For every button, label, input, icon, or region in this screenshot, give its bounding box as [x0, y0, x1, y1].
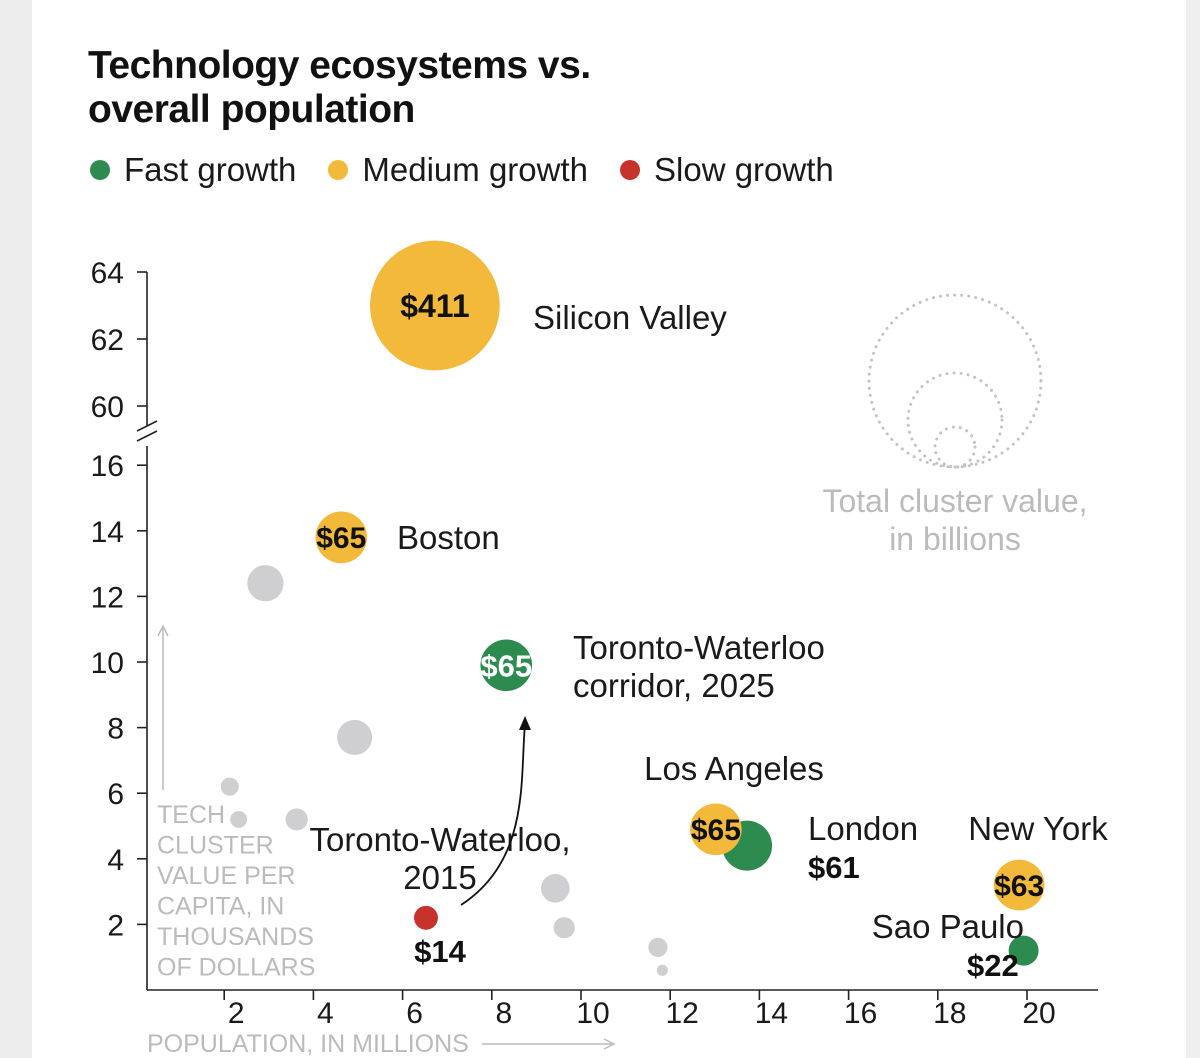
size-legend-title-line2: in billions [889, 521, 1021, 557]
chart-title: Technology ecosystems vs. overall popula… [88, 44, 591, 131]
right-margin-strip [1186, 0, 1200, 1058]
y-axis-title-line: VALUE PER [157, 862, 295, 890]
x-tick-label: 18 [933, 997, 966, 1030]
other-city-bubble [541, 874, 570, 903]
legend-dot-medium-growth [328, 160, 349, 180]
x-tick-label: 2 [228, 997, 245, 1030]
bubble-silicon-valley [370, 240, 500, 371]
city-label-toronto-2015-line2: 2015 [403, 859, 476, 896]
y-tick-label: 4 [107, 844, 124, 877]
bubble-value-label: $65 [691, 814, 741, 847]
toronto-growth-arrowhead [519, 716, 531, 730]
bubble-value-label: $14 [414, 934, 466, 969]
y-tick-label: 12 [91, 581, 124, 614]
y-tick-label: 60 [91, 391, 124, 424]
other-city-bubble [247, 565, 284, 602]
y-tick-label: 8 [107, 713, 124, 746]
legend-label-fast-growth: Fast growth [124, 151, 297, 188]
other-city-bubble [656, 964, 668, 976]
bubble-new-york [993, 859, 1045, 911]
legend-label-medium-growth: Medium growth [362, 151, 588, 188]
bubble-toronto-waterloo-corridor-2025 [480, 639, 533, 692]
x-tick-label: 10 [576, 997, 609, 1030]
y-tick-label: 2 [107, 909, 124, 942]
bubble-value-label: $61 [808, 850, 860, 885]
other-city-bubble [648, 937, 668, 957]
x-axis-title: POPULATION, IN MILLIONS [147, 1030, 469, 1058]
city-label-toronto-2025-line1: Toronto-Waterloo [573, 629, 825, 666]
x-tick-label: 4 [317, 997, 334, 1030]
other-city-bubble [337, 719, 373, 755]
bubble-value-label: $411 [400, 288, 469, 324]
y-axis-title-line: OF DOLLARS [157, 954, 315, 982]
y-tick-label: 6 [107, 778, 124, 811]
y-axis-title-line: CAPITA, IN [157, 893, 284, 921]
size-legend-title-line1: Total cluster value, [822, 483, 1087, 519]
x-tick-label: 12 [666, 997, 699, 1030]
y-axis-direction-arrowhead [157, 624, 169, 637]
y-tick-label: 14 [91, 516, 124, 549]
toronto-growth-arrow [460, 723, 526, 906]
bubble-value-label: $63 [994, 870, 1044, 903]
legend-item-slow-growth: Slow growth [620, 151, 834, 189]
legend-dot-slow-growth [620, 160, 640, 180]
city-label-los-angeles: Los Angeles [644, 750, 824, 787]
y-tick-label: 16 [91, 450, 124, 483]
size-legend-circle [906, 371, 1004, 469]
left-margin-strip [0, 0, 32, 1058]
legend-item-medium-growth: Medium growth [328, 151, 588, 189]
bubble-los-angeles [690, 803, 742, 856]
x-tick-label: 6 [406, 997, 423, 1030]
x-axis-direction-arrowhead [603, 1038, 616, 1050]
bubble-value-label: $65 [316, 522, 366, 555]
size-legend-circle [933, 425, 977, 469]
x-tick-label: 8 [495, 997, 512, 1030]
y-tick-label: 10 [91, 647, 124, 680]
legend-label-slow-growth: Slow growth [654, 151, 834, 188]
x-tick-label: 16 [844, 997, 877, 1030]
x-tick-label: 14 [755, 997, 788, 1030]
city-label-toronto-2015-line1: Toronto-Waterloo, [309, 821, 570, 858]
legend-item-fast-growth: Fast growth [90, 151, 296, 189]
axis-break-mark [136, 420, 158, 432]
city-label-new-york: New York [968, 810, 1108, 847]
city-label-silicon-valley: Silicon Valley [533, 299, 727, 336]
city-label-sao-paulo: Sao Paulo [872, 908, 1024, 945]
bubble-boston [315, 511, 368, 564]
y-tick-label: 64 [91, 257, 124, 290]
city-label-london: London [808, 810, 918, 847]
bubble-toronto-waterloo-2015 [414, 905, 438, 930]
other-city-bubble [220, 777, 239, 796]
axis-break-mark [136, 430, 158, 442]
y-axis-title-line: TECH [157, 801, 225, 829]
other-city-bubble [553, 917, 575, 939]
y-axis-title-line: CLUSTER [157, 832, 274, 860]
y-tick-label: 62 [91, 324, 124, 357]
size-legend-circle [867, 293, 1043, 469]
y-axis-title-line: THOUSANDS [157, 923, 314, 951]
legend-dot-fast-growth [90, 160, 110, 180]
other-city-bubble [230, 810, 248, 828]
city-label-toronto-2025-line2: corridor, 2025 [573, 667, 775, 704]
city-label-boston: Boston [397, 519, 500, 556]
bubble-sao-paulo [1008, 935, 1039, 966]
x-tick-label: 20 [1022, 997, 1055, 1030]
other-city-bubble [285, 808, 308, 831]
color-legend: Fast growth Medium growth Slow growth [90, 150, 866, 190]
bubble-value-label: $22 [967, 948, 1019, 983]
bubble-value-label: $65 [480, 648, 532, 683]
